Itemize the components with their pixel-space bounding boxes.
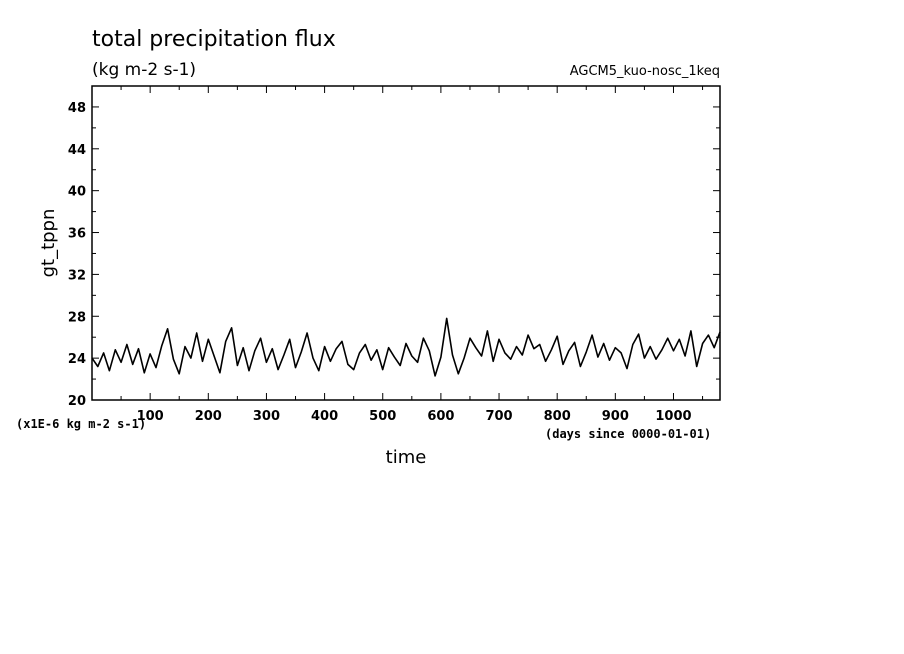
y-scale-note: (x1E-6 kg m-2 s-1) <box>16 417 146 431</box>
x-tick-label: 1000 <box>655 409 691 424</box>
x-tick-label: 600 <box>427 409 454 424</box>
run-label: AGCM5_kuo-nosc_1keq <box>570 64 720 79</box>
x-tick-label: 400 <box>311 409 338 424</box>
y-axis-label: gt_tppn <box>38 209 59 278</box>
y-tick-label: 40 <box>68 185 86 200</box>
x-tick-label: 300 <box>253 409 280 424</box>
x-tick-label: 500 <box>369 409 396 424</box>
chart-title: total precipitation flux <box>92 27 336 52</box>
series-line <box>91 317 721 377</box>
axis-ticks <box>91 85 720 401</box>
y-tick-label: 28 <box>68 310 86 325</box>
plot-frame <box>91 85 721 401</box>
x-axis-label: time <box>386 447 427 468</box>
x-tick-label: 200 <box>195 409 222 424</box>
chart-subtitle: (kg m-2 s-1) <box>92 60 196 80</box>
y-tick-label: 20 <box>68 394 86 409</box>
y-tick-label: 24 <box>68 352 86 367</box>
y-tick-label: 48 <box>68 101 86 116</box>
y-tick-label: 44 <box>68 143 86 158</box>
y-tick-label: 32 <box>68 268 86 283</box>
x-unit-note: (days since 0000-01-01) <box>545 427 711 441</box>
x-tick-label: 800 <box>544 409 571 424</box>
x-tick-label: 900 <box>602 409 629 424</box>
x-tick-label: 700 <box>485 409 512 424</box>
x-tick-labels: 100 200 300 400 500 600 700 800 900 1000 <box>137 409 692 424</box>
y-tick-label: 36 <box>68 227 86 242</box>
x-tick-label: 100 <box>137 409 164 424</box>
y-tick-labels: 20 24 28 32 36 40 44 48 <box>68 101 86 409</box>
